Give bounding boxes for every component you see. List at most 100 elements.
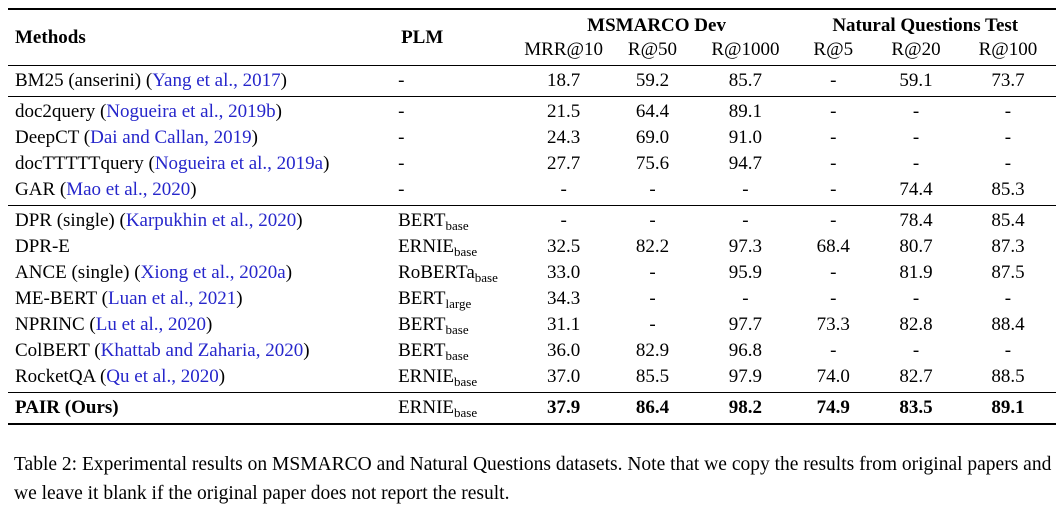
- plm-cell: -: [394, 97, 519, 126]
- col-header-r-at-50: R@50: [627, 39, 678, 60]
- method-cell: ANCE (single) (Xiong et al., 2020a): [8, 260, 394, 286]
- plm-name: BERT: [398, 288, 446, 309]
- table-row: PAIR (Ours) ERNIEbase 37.9 86.4 98.2 74.9 83.5…: [8, 393, 1056, 425]
- method-name: doc2query (: [15, 101, 107, 122]
- metric-value-cell: 88.4: [991, 314, 1025, 335]
- metric-value-cell: 85.7: [728, 70, 763, 91]
- metric-value-cell: 78.4: [899, 210, 933, 231]
- plm-name: ERNIE: [398, 236, 455, 257]
- plm-cell: -: [394, 151, 519, 177]
- col-group-msmarco-dev: MSMARCO Dev: [587, 15, 726, 36]
- method-name: DPR (single) (: [15, 210, 126, 231]
- plm-cell: BERTbase: [394, 312, 519, 338]
- plm-subscript: base: [454, 374, 478, 389]
- metric-value-cell: -: [912, 340, 920, 361]
- metric-value-cell: -: [830, 210, 837, 231]
- plm-cell: BERTbase: [394, 206, 519, 235]
- metric-value-cell: 89.1: [728, 101, 763, 122]
- metric-value-cell: 37.9: [547, 397, 581, 418]
- method-cell: doc2query (Nogueira et al., 2019b): [8, 97, 394, 126]
- method-name-suffix: ): [251, 127, 258, 148]
- metric-value-cell: -: [1004, 101, 1012, 122]
- method-cell: docTTTTTquery (Nogueira et al., 2019a): [8, 151, 394, 177]
- metric-value-cell: -: [649, 314, 656, 335]
- plm-cell: ERNIEbase: [394, 364, 519, 393]
- metric-value-cell: 85.4: [991, 210, 1025, 231]
- citation-link[interactable]: Nogueira et al., 2019b: [106, 101, 276, 122]
- metric-value-cell: -: [742, 210, 749, 231]
- table-row: ME-BERT (Luan et al., 2021) BERTlarge 34.3…: [8, 286, 1056, 312]
- col-header-r-at-5: R@5: [813, 39, 854, 60]
- metric-value-cell: -: [912, 153, 920, 174]
- metric-value-cell: 89.1: [991, 397, 1025, 418]
- metric-value-cell: 94.7: [728, 153, 763, 174]
- metric-value-cell: 83.5: [899, 397, 933, 418]
- citation-link[interactable]: Xiong et al., 2020a: [140, 262, 286, 283]
- metric-value-cell: 59.2: [635, 70, 670, 91]
- metric-value-cell: 21.5: [547, 101, 581, 122]
- plm-cell: -: [394, 66, 519, 97]
- metric-value-cell: 96.8: [728, 340, 763, 361]
- metric-value-cell: -: [830, 153, 837, 174]
- citation-link[interactable]: Lu et al., 2020: [95, 314, 207, 335]
- metric-value-cell: 64.4: [635, 101, 670, 122]
- plm-subscript: base: [454, 405, 478, 420]
- metric-value-cell: 31.1: [547, 314, 581, 335]
- method-name-suffix: ): [218, 366, 226, 387]
- citation-link[interactable]: Yang et al., 2017: [152, 70, 281, 91]
- plm-name: -: [398, 101, 405, 122]
- metric-value-cell: 87.3: [991, 236, 1025, 257]
- plm-cell: -: [394, 177, 519, 206]
- method-name: DPR-E: [15, 236, 70, 257]
- metric-value-cell: 88.5: [991, 366, 1025, 387]
- plm-cell: BERTbase: [394, 338, 519, 364]
- table-group: BM25 (anserini) (Yang et al., 2017) -18.7…: [8, 66, 1056, 97]
- metric-value-cell: -: [649, 262, 656, 283]
- metric-value-cell: 98.2: [728, 397, 763, 418]
- table-row: ColBERT (Khattab and Zaharia, 2020) BERTb…: [8, 338, 1056, 364]
- plm-subscript: base: [445, 322, 469, 337]
- method-name-suffix: ): [190, 179, 197, 200]
- metric-value-cell: 87.5: [991, 262, 1025, 283]
- plm-name: ERNIE: [398, 397, 455, 418]
- citation-link[interactable]: Qu et al., 2020: [106, 366, 219, 387]
- citation-link[interactable]: Dai and Callan, 2019: [90, 127, 252, 148]
- table-row: RocketQA (Qu et al., 2020) ERNIEbase 37.0 8…: [8, 364, 1056, 393]
- method-name: ANCE (single) (: [15, 262, 141, 283]
- plm-cell: ERNIEbase: [394, 234, 519, 260]
- plm-name: -: [398, 179, 405, 200]
- plm-cell: ERNIEbase: [394, 393, 519, 425]
- metric-value-cell: -: [649, 288, 656, 309]
- metric-value-cell: -: [742, 288, 749, 309]
- citation-link[interactable]: Mao et al., 2020: [66, 179, 191, 200]
- citation-link[interactable]: Karpukhin et al., 2020: [125, 210, 297, 231]
- plm-name: -: [398, 70, 405, 91]
- method-cell: ME-BERT (Luan et al., 2021): [8, 286, 394, 312]
- metric-value-cell: 74.4: [899, 179, 933, 200]
- plm-name: RoBERTa: [398, 262, 475, 283]
- metric-value-cell: 32.5: [547, 236, 581, 257]
- citation-link[interactable]: Nogueira et al., 2019a: [154, 153, 324, 174]
- plm-subscript: base: [474, 270, 498, 285]
- col-group-natural-questions-test: Natural Questions Test: [832, 15, 1019, 36]
- col-header-methods: Methods: [15, 26, 86, 48]
- metric-value-cell: -: [830, 262, 837, 283]
- col-header-plm: PLM: [401, 26, 444, 48]
- metric-value-cell: 24.3: [547, 127, 581, 148]
- metric-value-cell: -: [912, 101, 920, 122]
- metric-value-cell: -: [1004, 288, 1012, 309]
- method-cell: PAIR (Ours): [8, 393, 394, 425]
- citation-link[interactable]: Luan et al., 2021: [107, 288, 237, 309]
- plm-name: BERT: [398, 210, 446, 231]
- citation-link[interactable]: Khattab and Zaharia, 2020: [100, 340, 304, 361]
- method-cell: DPR (single) (Karpukhin et al., 2020): [8, 206, 394, 235]
- metric-value-cell: -: [560, 179, 567, 200]
- table-row: ANCE (single) (Xiong et al., 2020a) RoBER…: [8, 260, 1056, 286]
- metric-value-cell: 97.7: [728, 314, 763, 335]
- method-cell: DeepCT (Dai and Callan, 2019): [8, 125, 394, 151]
- metric-value-cell: 80.7: [899, 236, 933, 257]
- plm-name: BERT: [398, 340, 446, 361]
- plm-name: -: [398, 127, 405, 148]
- method-name: GAR (: [15, 179, 67, 200]
